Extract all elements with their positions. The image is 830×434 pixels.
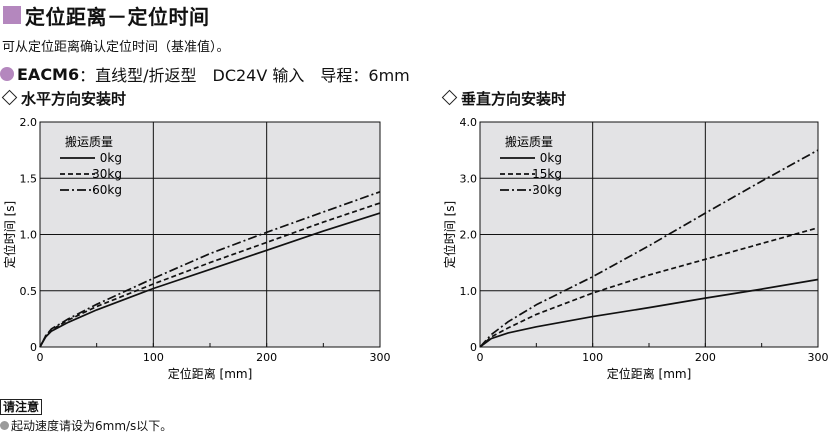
y-tick-label: 1.0 xyxy=(20,229,38,242)
horizontal-chart: 0 100 200 300 0 0.5 1.0 1.5 2.0 定位距离 [mm] 定位时间 [s]… xyxy=(2,116,391,381)
plot-frame xyxy=(479,121,819,348)
y-axis-label: 定位时间 [s] xyxy=(2,201,17,268)
series-line-0kg xyxy=(39,212,381,348)
chart-1-heading: 水平方向安装时 xyxy=(0,88,126,109)
y-axis-label: 定位时间 [s] xyxy=(442,201,457,268)
legend-label: 0kg xyxy=(540,151,562,165)
y-tick-label: 3.0 xyxy=(460,172,478,185)
y-tick-label: 4.0 xyxy=(460,116,478,129)
legend-title: 搬运质量 xyxy=(65,134,113,149)
series-line-30kg xyxy=(39,202,381,348)
x-tick-label: 0 xyxy=(37,351,44,364)
y-tick-label: 0.5 xyxy=(20,285,38,298)
x-tick-label: 100 xyxy=(582,351,603,364)
legend-label: 30kg xyxy=(532,183,562,197)
model-line: EACM6 ：直线型/折返型 DC24V 输入 导程：6mm xyxy=(0,62,410,86)
diamond-icon xyxy=(1,89,18,106)
x-axis-label: 定位距离 [mm] xyxy=(607,366,692,381)
series-line-15kg xyxy=(479,226,819,348)
legend-label: 30kg xyxy=(92,167,122,181)
series-line-0kg xyxy=(479,278,819,348)
x-tick-label: 200 xyxy=(256,351,277,364)
y-tick-label: 1.0 xyxy=(460,285,478,298)
legend-label: 15kg xyxy=(532,167,562,181)
model-spec: ：直线型/折返型 DC24V 输入 导程：6mm xyxy=(79,66,410,85)
legend-title: 搬运质量 xyxy=(505,134,553,149)
chart-2-title: 垂直方向安装时 xyxy=(461,90,567,108)
chart-2-heading: 垂直方向安装时 xyxy=(440,88,566,109)
legend-label: 0kg xyxy=(100,151,122,165)
x-tick-label: 300 xyxy=(370,351,391,364)
series-line-30kg xyxy=(479,149,819,348)
vertical-chart: 0 100 200 300 0 1.0 2.0 3.0 4.0 定位距离 [mm] 定位时间 [s]… xyxy=(442,116,829,381)
x-tick-label: 300 xyxy=(808,351,829,364)
notice-line: 起动速度请设为6mm/s以下。 xyxy=(0,417,172,434)
page-header: 定位距离－定位时间 xyxy=(0,0,210,30)
x-tick-label: 100 xyxy=(143,351,164,364)
y-tick-label: 0 xyxy=(470,341,477,354)
notice: 请注意 起动速度请设为6mm/s以下。 xyxy=(0,396,172,434)
series-line-60kg xyxy=(39,190,381,348)
notice-text: 起动速度请设为6mm/s以下。 xyxy=(11,419,173,433)
bullet-dot-icon xyxy=(0,421,9,430)
chart-1-title: 水平方向安装时 xyxy=(21,90,127,108)
x-tick-label: 0 xyxy=(477,351,484,364)
y-tick-label: 1.5 xyxy=(20,172,38,185)
page-title: 定位距离－定位时间 xyxy=(25,4,210,29)
diamond-icon xyxy=(441,89,458,106)
y-tick-label: 0 xyxy=(30,341,37,354)
bullet-dot-icon xyxy=(0,67,14,81)
legend-label: 60kg xyxy=(92,183,122,197)
page-description: 可从定位距离确认定位时间（基准值）。 xyxy=(2,40,230,55)
model-name: EACM6 xyxy=(17,64,80,84)
x-tick-label: 200 xyxy=(695,351,716,364)
notice-label: 请注意 xyxy=(0,399,43,415)
plot-frame xyxy=(39,121,381,348)
y-tick-label: 2.0 xyxy=(460,229,478,242)
title-square-icon xyxy=(3,6,21,24)
y-tick-label: 2.0 xyxy=(20,116,38,129)
x-axis-label: 定位距离 [mm] xyxy=(168,366,253,381)
